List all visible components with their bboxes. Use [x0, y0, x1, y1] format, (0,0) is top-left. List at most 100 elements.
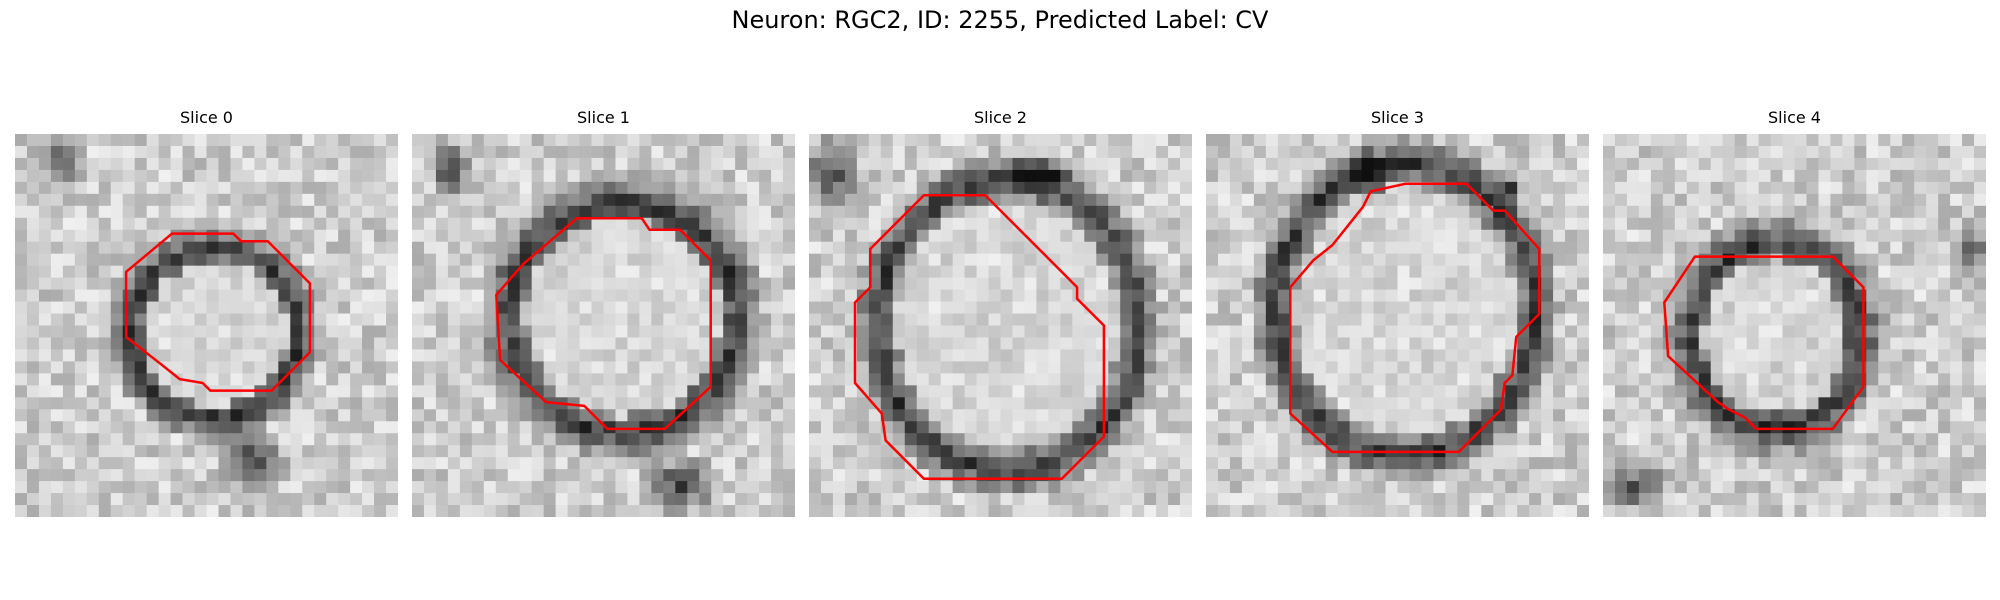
image-pixel	[1000, 505, 1014, 517]
image-pixel	[290, 289, 303, 303]
image-pixel	[832, 325, 846, 339]
image-pixel	[374, 134, 387, 147]
image-pixel	[1758, 457, 1772, 470]
image-pixel	[1445, 169, 1458, 183]
image-pixel	[447, 265, 461, 279]
image-pixel	[98, 373, 112, 386]
image-pixel	[1650, 397, 1664, 410]
image-pixel	[832, 505, 846, 517]
image-pixel	[639, 253, 652, 267]
image-pixel	[868, 409, 882, 422]
image-pixel	[1409, 349, 1423, 363]
image-pixel	[1565, 409, 1578, 422]
image-pixel	[856, 169, 870, 183]
image-pixel	[412, 145, 425, 159]
image-pixel	[603, 265, 617, 279]
image-pixel	[326, 277, 339, 291]
image-pixel	[1650, 277, 1664, 291]
image-pixel	[723, 397, 736, 410]
image-pixel	[1433, 313, 1446, 327]
image-pixel	[1626, 433, 1640, 446]
image-pixel	[1156, 205, 1169, 219]
image-pixel	[531, 241, 545, 255]
image-pixel	[507, 421, 521, 434]
image-pixel	[1493, 253, 1506, 267]
image-pixel	[1830, 445, 1843, 458]
image-pixel	[170, 337, 184, 351]
image-pixel	[1349, 493, 1363, 506]
image-pixel	[471, 397, 485, 410]
image-pixel	[687, 469, 700, 482]
image-pixel	[1397, 205, 1411, 219]
image-pixel	[278, 217, 291, 231]
image-pixel	[1481, 145, 1494, 159]
image-pixel	[374, 289, 387, 303]
image-pixel	[1674, 385, 1688, 398]
image-pixel	[1180, 181, 1192, 195]
image-pixel	[892, 493, 906, 506]
image-pixel	[687, 361, 700, 374]
image-pixel	[1349, 385, 1363, 398]
image-pixel	[1603, 349, 1616, 363]
image-pixel	[1241, 145, 1255, 159]
image-pixel	[1048, 181, 1061, 195]
image-pixel	[495, 445, 509, 458]
image-pixel	[1096, 493, 1109, 506]
image-pixel	[555, 253, 569, 267]
image-pixel	[555, 325, 569, 339]
image-pixel	[1614, 205, 1628, 219]
image-pixel	[170, 361, 184, 374]
image-pixel	[1842, 433, 1855, 446]
image-pixel	[1397, 253, 1411, 267]
image-pixel	[735, 134, 748, 147]
image-pixel	[1277, 181, 1291, 195]
image-pixel	[1301, 313, 1315, 327]
image-pixel	[1842, 241, 1855, 255]
image-pixel	[1603, 421, 1616, 434]
image-pixel	[1421, 193, 1435, 207]
image-pixel	[615, 301, 629, 315]
image-pixel	[1337, 289, 1351, 303]
image-pixel	[567, 385, 581, 398]
image-pixel	[38, 373, 52, 386]
image-pixel	[1614, 373, 1628, 386]
image-pixel	[519, 289, 533, 303]
image-pixel	[1229, 337, 1243, 351]
image-pixel	[567, 181, 581, 195]
image-pixel	[1144, 157, 1157, 171]
image-pixel	[447, 229, 461, 243]
image-pixel	[543, 445, 557, 458]
image-pixel	[26, 169, 40, 183]
image-pixel	[1060, 241, 1073, 255]
image-pixel	[1409, 265, 1423, 279]
image-pixel	[15, 253, 28, 267]
image-pixel	[1337, 301, 1351, 315]
image-pixel	[290, 421, 303, 434]
image-pixel	[15, 301, 28, 315]
image-pixel	[699, 325, 712, 339]
image-pixel	[447, 421, 461, 434]
image-pixel	[1902, 181, 1915, 195]
image-pixel	[1614, 409, 1628, 422]
image-pixel	[916, 385, 930, 398]
image-pixel	[1878, 157, 1891, 171]
image-pixel	[1012, 409, 1026, 422]
image-pixel	[1565, 181, 1578, 195]
image-pixel	[711, 445, 724, 458]
image-pixel	[110, 373, 124, 386]
image-pixel	[1325, 385, 1339, 398]
image-pixel	[38, 181, 52, 195]
image-pixel	[1830, 361, 1843, 374]
image-pixel	[423, 457, 437, 470]
image-pixel	[182, 397, 196, 410]
image-pixel	[350, 205, 363, 219]
image-pixel	[519, 193, 533, 207]
image-pixel	[507, 469, 521, 482]
image-pixel	[1481, 325, 1494, 339]
image-pixel	[856, 253, 870, 267]
image-pixel	[904, 253, 918, 267]
image-pixel	[603, 217, 617, 231]
image-pixel	[928, 385, 942, 398]
image-pixel	[1638, 373, 1652, 386]
image-pixel	[1830, 217, 1843, 231]
